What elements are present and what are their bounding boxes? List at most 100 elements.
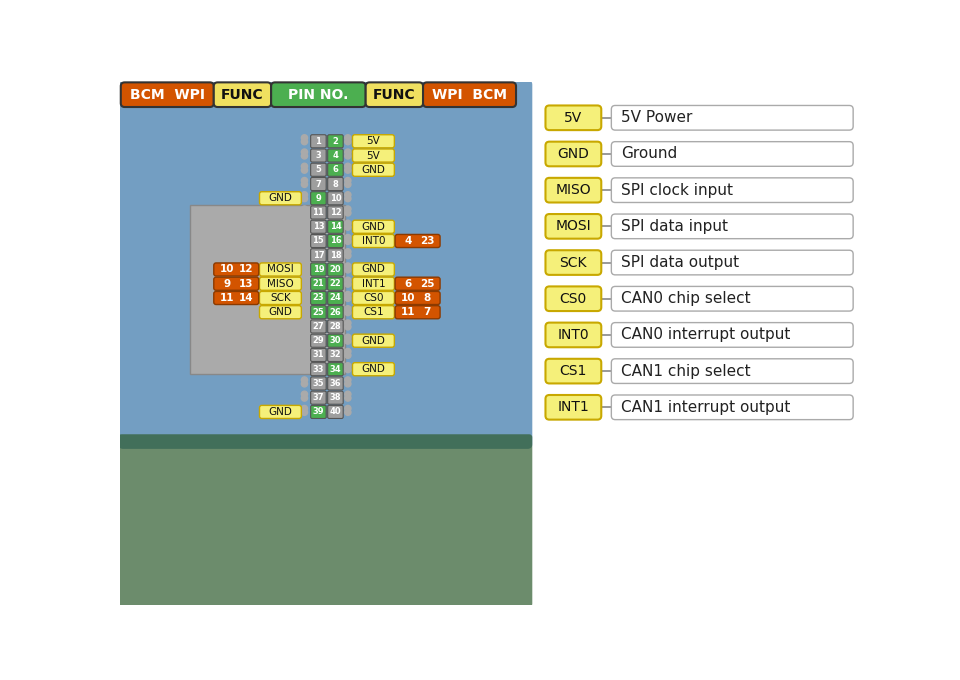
Circle shape (345, 267, 351, 273)
Circle shape (345, 391, 351, 397)
FancyBboxPatch shape (311, 177, 344, 190)
FancyBboxPatch shape (190, 205, 345, 374)
Circle shape (345, 324, 351, 330)
Text: WPI  BCM: WPI BCM (432, 88, 507, 102)
FancyBboxPatch shape (327, 149, 344, 162)
Text: CS0: CS0 (560, 292, 587, 306)
FancyBboxPatch shape (311, 149, 344, 162)
FancyBboxPatch shape (327, 334, 344, 347)
Text: 5V: 5V (367, 150, 380, 160)
FancyBboxPatch shape (352, 362, 395, 376)
Circle shape (301, 362, 307, 369)
FancyBboxPatch shape (259, 277, 301, 290)
Circle shape (345, 135, 351, 141)
Text: FUNC: FUNC (221, 88, 264, 102)
Circle shape (301, 395, 307, 401)
FancyBboxPatch shape (545, 250, 601, 275)
FancyBboxPatch shape (352, 263, 395, 276)
Circle shape (301, 348, 307, 354)
Text: GND: GND (269, 193, 293, 203)
Circle shape (345, 292, 351, 298)
Circle shape (301, 267, 307, 273)
Circle shape (301, 281, 307, 287)
FancyBboxPatch shape (327, 163, 344, 176)
Text: MOSI: MOSI (556, 220, 591, 233)
Circle shape (301, 238, 307, 244)
Circle shape (345, 210, 351, 216)
Circle shape (301, 149, 307, 155)
Circle shape (345, 295, 351, 301)
FancyBboxPatch shape (311, 334, 344, 347)
Text: 9: 9 (316, 194, 322, 203)
Text: GND: GND (269, 407, 293, 417)
Circle shape (301, 252, 307, 258)
Circle shape (345, 252, 351, 258)
Text: 40: 40 (329, 407, 341, 416)
Text: GND: GND (558, 147, 589, 161)
Text: 10: 10 (329, 194, 341, 203)
FancyBboxPatch shape (327, 192, 344, 205)
FancyBboxPatch shape (327, 206, 344, 219)
FancyBboxPatch shape (271, 82, 366, 107)
Text: 16: 16 (329, 237, 342, 245)
Text: 12: 12 (238, 265, 253, 275)
FancyBboxPatch shape (545, 359, 601, 384)
Text: 29: 29 (313, 336, 324, 345)
FancyBboxPatch shape (311, 249, 326, 262)
Text: INT1: INT1 (558, 401, 589, 414)
Circle shape (345, 338, 351, 344)
Circle shape (301, 167, 307, 173)
Text: 25: 25 (313, 308, 324, 317)
Text: GND: GND (362, 364, 385, 374)
Circle shape (345, 249, 351, 255)
FancyBboxPatch shape (327, 320, 344, 333)
Circle shape (345, 334, 351, 340)
Text: 6: 6 (404, 279, 412, 289)
Text: 22: 22 (329, 279, 342, 288)
Text: 15: 15 (313, 237, 324, 245)
Text: 30: 30 (329, 336, 341, 345)
FancyBboxPatch shape (545, 286, 601, 311)
FancyBboxPatch shape (311, 220, 344, 233)
FancyBboxPatch shape (214, 277, 259, 290)
Text: 8: 8 (332, 180, 338, 188)
FancyBboxPatch shape (612, 286, 853, 311)
Circle shape (301, 139, 307, 145)
FancyBboxPatch shape (121, 82, 214, 107)
Circle shape (345, 139, 351, 145)
FancyBboxPatch shape (311, 192, 344, 205)
Text: SPI data output: SPI data output (621, 255, 739, 270)
Text: 34: 34 (329, 364, 341, 374)
FancyBboxPatch shape (545, 141, 601, 167)
FancyBboxPatch shape (612, 141, 853, 167)
FancyBboxPatch shape (311, 163, 344, 176)
Text: 27: 27 (313, 322, 324, 331)
Text: SPI clock input: SPI clock input (621, 183, 733, 198)
Circle shape (301, 334, 307, 340)
Text: CAN1 chip select: CAN1 chip select (621, 364, 751, 379)
Text: 9: 9 (223, 279, 230, 289)
Circle shape (345, 306, 351, 312)
Text: 21: 21 (313, 279, 324, 288)
FancyBboxPatch shape (545, 214, 601, 239)
Circle shape (345, 163, 351, 169)
Text: GND: GND (269, 307, 293, 317)
FancyBboxPatch shape (352, 135, 395, 148)
Text: 20: 20 (329, 265, 341, 274)
FancyBboxPatch shape (352, 163, 395, 176)
FancyBboxPatch shape (311, 192, 326, 205)
Circle shape (345, 381, 351, 387)
Text: 35: 35 (313, 379, 324, 388)
FancyBboxPatch shape (327, 235, 344, 248)
FancyBboxPatch shape (612, 250, 853, 275)
FancyBboxPatch shape (311, 235, 344, 248)
FancyBboxPatch shape (118, 80, 532, 449)
Circle shape (301, 405, 307, 411)
FancyBboxPatch shape (352, 277, 395, 290)
Circle shape (301, 381, 307, 387)
FancyBboxPatch shape (311, 306, 344, 319)
FancyBboxPatch shape (327, 263, 344, 276)
Text: 28: 28 (329, 322, 341, 331)
Circle shape (345, 348, 351, 354)
Circle shape (345, 320, 351, 326)
